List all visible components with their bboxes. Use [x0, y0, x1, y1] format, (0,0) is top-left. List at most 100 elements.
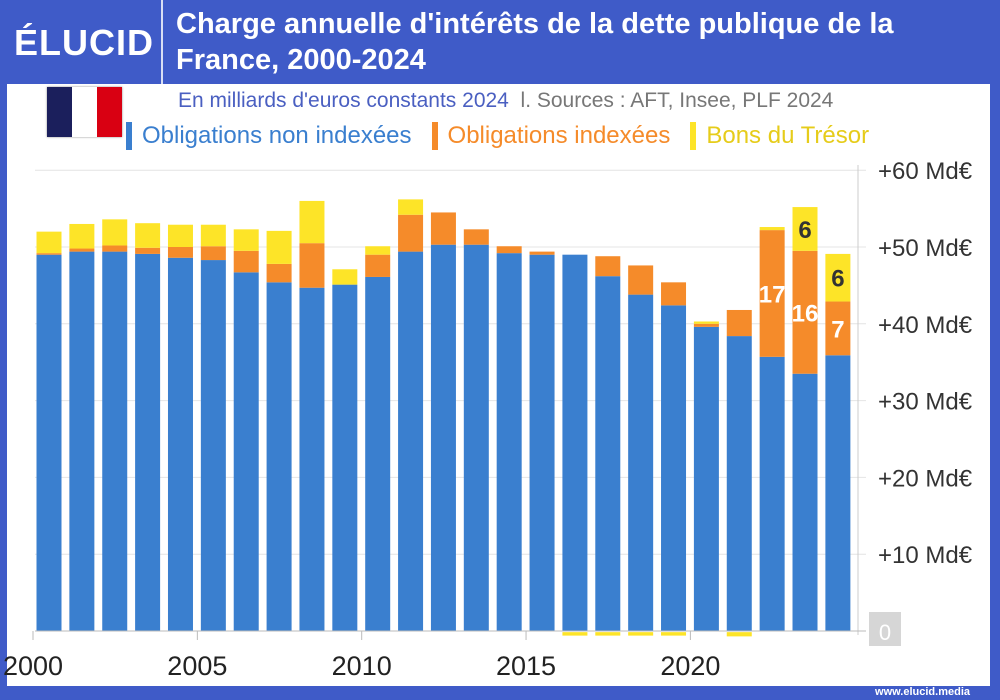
bar-obligations-index-es-2011 [398, 214, 424, 252]
bar-obligations-index-es-2024 [825, 301, 851, 356]
bar-obligations-index-es-2013 [463, 229, 489, 245]
bar-obligations-index-es-2015 [529, 251, 555, 255]
footer-url: www.elucid.media [875, 686, 970, 698]
bar-obligations-index-es-2008 [299, 243, 325, 288]
data-label: 6 [831, 266, 844, 293]
bar-obligations-non-index-es-2020 [693, 326, 719, 631]
bar-obligations-index-es-2010 [365, 254, 391, 277]
legend-item: Obligations non indexées [126, 122, 412, 150]
bar-obligations-index-es-2002 [102, 245, 128, 252]
bar-obligations-non-index-es-2019 [661, 305, 687, 631]
data-label: 16 [792, 300, 819, 327]
legend-swatch [126, 122, 132, 150]
x-tick-label: 2015 [496, 651, 556, 681]
legend: Obligations non indexées Obligations inde… [126, 122, 869, 150]
bar-obligations-index-es-2007 [266, 263, 292, 283]
x-tick-label: 2010 [332, 651, 392, 681]
bar-obligations-non-index-es-2006 [233, 272, 259, 631]
y-tick-label: +40 Md€ [878, 312, 973, 339]
bar-obligations-index-es-2001 [69, 248, 95, 252]
zero-label-box [869, 612, 901, 646]
bar-obligations-index-es-2023 [792, 250, 818, 374]
bar-obligations-non-index-es-2011 [398, 251, 424, 631]
bar-obligations-index-es-2019 [661, 282, 687, 306]
subtitle: En milliards d'euros constants 2024 l. S… [178, 89, 833, 113]
bar-bons-du-tr-sor-2000 [36, 231, 62, 254]
x-tick-label: 2000 [3, 651, 63, 681]
elucid-logo: ÉLUCID [14, 22, 154, 63]
bar-obligations-non-index-es-2002 [102, 251, 128, 631]
y-tick-label: +60 Md€ [878, 158, 973, 185]
legend-label: Obligations non indexées [142, 122, 412, 149]
bar-obligations-non-index-es-2003 [135, 253, 161, 632]
y-tick-label: +20 Md€ [878, 465, 973, 492]
bar-obligations-non-index-es-2012 [430, 244, 456, 632]
bar-bons-du-tr-sor-2020 [693, 321, 719, 324]
bar-obligations-non-index-es-2009 [332, 284, 358, 631]
bar-bons-du-tr-sor-2001 [69, 223, 95, 249]
y-tick-label: +10 Md€ [878, 542, 973, 569]
header-divider [161, 0, 163, 84]
bar-obligations-non-index-es-2005 [200, 260, 226, 631]
bar-obligations-non-index-es-2001 [69, 251, 95, 631]
sources-label: l. Sources : AFT, Insee, PLF 2024 [520, 89, 834, 112]
header: ÉLUCID Charge annuelle d'intérêts de la … [0, 0, 1000, 84]
bar-obligations-non-index-es-2022 [759, 356, 785, 631]
bar-obligations-non-index-es-2017 [595, 276, 621, 631]
bar-bons-du-tr-sor-2021 [726, 632, 752, 637]
bar-obligations-non-index-es-2023 [792, 373, 818, 631]
bar-bons-du-tr-sor-2018 [628, 632, 654, 636]
bar-obligations-index-es-2018 [628, 265, 654, 295]
bar-obligations-non-index-es-2004 [167, 257, 193, 631]
bar-obligations-index-es-2000 [36, 253, 62, 255]
data-label: 7 [831, 316, 844, 343]
bar-obligations-index-es-2022 [759, 230, 785, 357]
bar-bons-du-tr-sor-2010 [365, 246, 391, 255]
bar-bons-du-tr-sor-2022 [759, 227, 785, 231]
legend-swatch [690, 122, 697, 150]
zero-label: 0 [879, 620, 891, 645]
bar-obligations-index-es-2012 [430, 212, 456, 245]
bar-bons-du-tr-sor-2019 [661, 632, 687, 636]
bar-obligations-index-es-2020 [693, 323, 719, 327]
legend-item: Obligations indexées [431, 122, 671, 150]
bar-bons-du-tr-sor-2016 [562, 632, 588, 636]
bar-obligations-non-index-es-2018 [628, 294, 654, 631]
bar-bons-du-tr-sor-2024 [825, 253, 851, 302]
bar-obligations-non-index-es-2016 [562, 254, 588, 631]
bar-obligations-non-index-es-2021 [726, 336, 752, 631]
legend-label: Obligations indexées [447, 122, 671, 149]
bar-bons-du-tr-sor-2009 [332, 269, 358, 285]
bar-obligations-index-es-2021 [726, 309, 752, 337]
bar-obligations-non-index-es-2010 [365, 276, 391, 631]
legend-item: Bons du Trésor [690, 122, 869, 150]
bar-bons-du-tr-sor-2007 [266, 230, 292, 264]
data-label: 6 [798, 217, 811, 244]
x-tick-label: 2020 [660, 651, 720, 681]
legend-swatch [431, 122, 438, 150]
bar-bons-du-tr-sor-2004 [167, 224, 193, 247]
bar-obligations-non-index-es-2014 [496, 253, 522, 632]
y-tick-label: +50 Md€ [878, 235, 973, 262]
bar-obligations-index-es-2004 [167, 247, 193, 258]
unit-label: En milliards d'euros constants 2024 [178, 89, 509, 112]
bar-obligations-index-es-2005 [200, 246, 226, 261]
bar-obligations-non-index-es-2000 [36, 254, 62, 631]
bar-bons-du-tr-sor-2008 [299, 200, 325, 244]
bar-bons-du-tr-sor-2006 [233, 229, 259, 251]
bar-obligations-non-index-es-2024 [825, 355, 851, 631]
chart-title: Charge annuelle d'intérêts de la dette p… [176, 8, 894, 76]
y-tick-label: +30 Md€ [878, 389, 973, 416]
bar-bons-du-tr-sor-2005 [200, 224, 226, 247]
bar-obligations-non-index-es-2013 [463, 244, 489, 632]
bar-obligations-index-es-2017 [595, 256, 621, 277]
bar-obligations-non-index-es-2007 [266, 282, 292, 631]
bar-obligations-index-es-2003 [135, 247, 161, 254]
data-label: 17 [759, 281, 786, 308]
bar-bons-du-tr-sor-2017 [595, 632, 621, 636]
legend-label: Bons du Trésor [706, 122, 870, 149]
bar-obligations-non-index-es-2008 [299, 287, 325, 631]
bar-bons-du-tr-sor-2023 [792, 207, 818, 251]
bar-bons-du-tr-sor-2002 [102, 219, 128, 246]
